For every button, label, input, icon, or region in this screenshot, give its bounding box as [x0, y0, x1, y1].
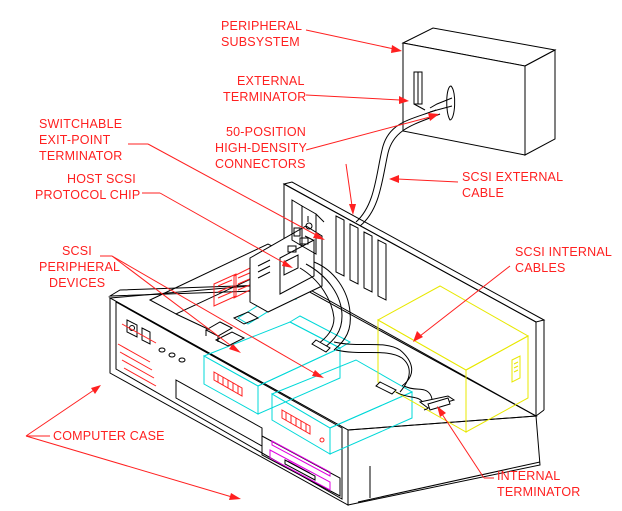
host-adapter-card [249, 199, 325, 313]
peripheral-devices-line-3: DEVICES [49, 276, 105, 290]
label-computer-case: COMPUTER CASE [25, 385, 241, 500]
label-external-terminator: EXTERNAL TERMINATOR [223, 74, 409, 104]
internal-cables-line-2: CABLES [515, 261, 566, 275]
label-host-scsi-chip: HOST SCSI PROTOCOL CHIP [35, 172, 293, 268]
external-terminator-line-1: EXTERNAL [237, 74, 305, 88]
label-scsi-internal-cables: SCSI INTERNAL CABLES [413, 245, 612, 342]
peripheral-subsystem-box [401, 27, 557, 156]
switchable-terminator-line-3: TERMINATOR [39, 149, 122, 163]
host-chip-line-2: PROTOCOL CHIP [35, 188, 140, 202]
label-scsi-external-cable: SCSI EXTERNAL CABLE [389, 170, 563, 200]
label-peripheral-subsystem: PERIPHERAL SUBSYSTEM [221, 19, 402, 53]
peripheral-devices-line-2: PERIPHERAL [39, 260, 120, 274]
memory-modules [213, 265, 255, 307]
computer-case [108, 181, 546, 506]
external-terminator-line-2: TERMINATOR [223, 90, 306, 104]
peripheral-subsystem-line-1: PERIPHERAL [221, 19, 302, 33]
internal-ribbon-cables [299, 261, 456, 411]
internal-terminator-line-1: INTERNAL [497, 469, 560, 483]
connectors-line-3: CONNECTORS [215, 157, 306, 171]
host-chip-line-1: HOST SCSI [67, 172, 136, 186]
connectors-line-2: HIGH-DENSITY [215, 141, 307, 155]
label-50-position-connectors: 50-POSITION HIGH-DENSITY CONNECTORS [215, 113, 439, 215]
connectors-line-1: 50-POSITION [226, 125, 306, 139]
label-switchable-terminator: SWITCHABLE EXIT-POINT TERMINATOR [39, 117, 325, 240]
internal-cables-line-1: SCSI INTERNAL [515, 245, 612, 259]
label-internal-terminator: INTERNAL TERMINATOR [437, 406, 580, 499]
computer-case-line-1: COMPUTER CASE [53, 429, 165, 443]
power-supply [376, 285, 530, 433]
external-cable-line-1: SCSI EXTERNAL [462, 170, 563, 184]
switchable-terminator-line-1: SWITCHABLE [39, 117, 122, 131]
peripheral-subsystem-line-2: SUBSYSTEM [221, 35, 300, 49]
external-cable-line-2: CABLE [462, 186, 504, 200]
scsi-drive-lower [270, 359, 414, 455]
switchable-terminator-line-2: EXIT-POINT [39, 133, 111, 147]
external-cable [355, 109, 441, 227]
small-chips [204, 311, 260, 347]
peripheral-devices-line-1: SCSI [62, 244, 92, 258]
internal-terminator-line-2: TERMINATOR [497, 485, 580, 499]
label-scsi-peripheral-devices: SCSI PERIPHERAL DEVICES [39, 244, 324, 378]
